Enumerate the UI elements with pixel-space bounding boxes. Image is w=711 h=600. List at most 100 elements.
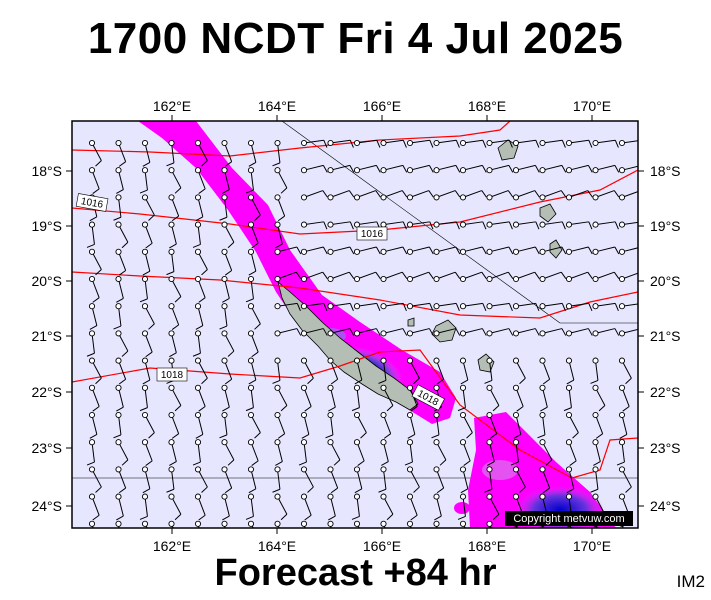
wind-barb: [194, 303, 204, 330]
wind-barb: [512, 221, 540, 230]
wind-barb: [353, 302, 381, 311]
lat-label-right: 19°S: [650, 218, 681, 234]
wind-barb: [141, 248, 151, 276]
wind-barb: [433, 190, 461, 201]
wind-barb: [380, 164, 408, 174]
wind-barb: [300, 520, 308, 528]
wind-barb: [221, 357, 233, 385]
wind-barb: [512, 357, 526, 385]
wind-barb: [247, 303, 261, 330]
wind-barb: [618, 384, 630, 412]
wind-barb: [88, 411, 98, 439]
wind-barb: [141, 466, 151, 494]
lat-label-right: 20°S: [650, 273, 681, 289]
wind-barb: [327, 384, 336, 412]
wind-barb: [168, 167, 182, 194]
lat-label-left: 22°S: [31, 384, 62, 400]
wind-barb: [247, 248, 257, 276]
wind-barb: [221, 466, 233, 494]
wind-barb: [486, 221, 513, 230]
wind-barb: [512, 466, 526, 493]
wind-barb: [486, 520, 493, 528]
wind-barb: [88, 384, 100, 412]
lon-label-top: 166°E: [363, 98, 401, 114]
wind-barb: [486, 411, 498, 439]
wind-barb: [194, 167, 206, 194]
wind-barb: [539, 246, 567, 255]
lat-label-left: 18°S: [31, 163, 62, 179]
isobar-label-1: 1016: [75, 193, 109, 212]
wind-barb: [512, 139, 540, 148]
wind-barb: [512, 411, 522, 439]
wind-barb: [590, 357, 599, 384]
wind-barb: [274, 271, 302, 283]
wind-barb: [406, 328, 434, 337]
wind-barb: [592, 302, 619, 311]
svg-text:1016: 1016: [361, 229, 384, 240]
lat-label-left: 21°S: [31, 328, 62, 344]
wind-barb: [88, 275, 100, 303]
wind-barb: [166, 466, 175, 493]
wind-barb: [565, 164, 593, 174]
wind-barb: [300, 411, 310, 439]
wind-barb: [512, 328, 540, 337]
wind-barb: [115, 384, 124, 412]
lat-label-right: 22°S: [650, 384, 681, 400]
wind-barb: [539, 271, 567, 283]
wind-barb: [459, 164, 487, 174]
wind-barb: [459, 302, 487, 311]
wind-barb: [380, 520, 387, 528]
wind-barb: [274, 167, 288, 194]
wind-barb: [274, 221, 283, 249]
wind-barb: [247, 221, 259, 249]
wind-barb: [618, 357, 632, 385]
lon-label-top: 170°E: [573, 98, 611, 114]
wind-barb: [272, 139, 281, 167]
wind-barb: [247, 139, 257, 167]
lat-label-left: 19°S: [31, 218, 62, 234]
vanuatu-island-1: [497, 139, 519, 161]
wind-barb: [565, 190, 593, 201]
wind-barb: [433, 164, 461, 174]
wind-barb: [539, 384, 548, 412]
wind-barb: [618, 411, 628, 439]
wind-barb: [300, 302, 328, 311]
wind-barb: [300, 493, 312, 521]
wind-barb: [433, 520, 440, 528]
wind-barb: [378, 357, 387, 384]
wind-barb: [194, 411, 204, 439]
wind-barb: [459, 139, 487, 148]
lon-label-top: 164°E: [258, 98, 296, 114]
forecast-label: Forecast +84 hr: [214, 552, 497, 594]
wind-barb: [274, 439, 283, 466]
wind-barb: [565, 466, 575, 494]
wind-barb: [139, 275, 149, 303]
wind-barb: [433, 328, 461, 337]
wind-barb: [327, 221, 354, 230]
wind-barb: [168, 493, 182, 521]
wind-barb: [353, 357, 363, 385]
wind-barb: [221, 439, 235, 466]
wind-barb: [166, 248, 175, 276]
wind-barb: [88, 248, 102, 276]
wind-barb: [433, 493, 442, 521]
wind-barb: [194, 275, 206, 303]
wind-barb: [380, 384, 394, 412]
wind-barb: [565, 439, 577, 466]
wind-barb: [618, 493, 630, 521]
lat-labels-right: 18°S 19°S 20°S 21°S 22°S 23°S 24°S: [650, 163, 681, 514]
wind-barb: [327, 302, 354, 311]
wind-barb: [88, 493, 100, 521]
wind-barb: [486, 384, 500, 412]
wind-barb: [88, 357, 102, 385]
wind-barb: [618, 328, 638, 337]
wind-barb: [327, 357, 339, 385]
wind-barb: [221, 493, 230, 521]
wind-barb: [141, 303, 155, 330]
wind-barb: [115, 221, 129, 249]
wind-barb: [168, 411, 180, 439]
map-title: 1700 NCDT Fri 4 Jul 2025: [87, 14, 624, 63]
wind-barb: [327, 466, 339, 494]
wind-barb: [406, 520, 414, 528]
wind-barb: [221, 167, 230, 194]
